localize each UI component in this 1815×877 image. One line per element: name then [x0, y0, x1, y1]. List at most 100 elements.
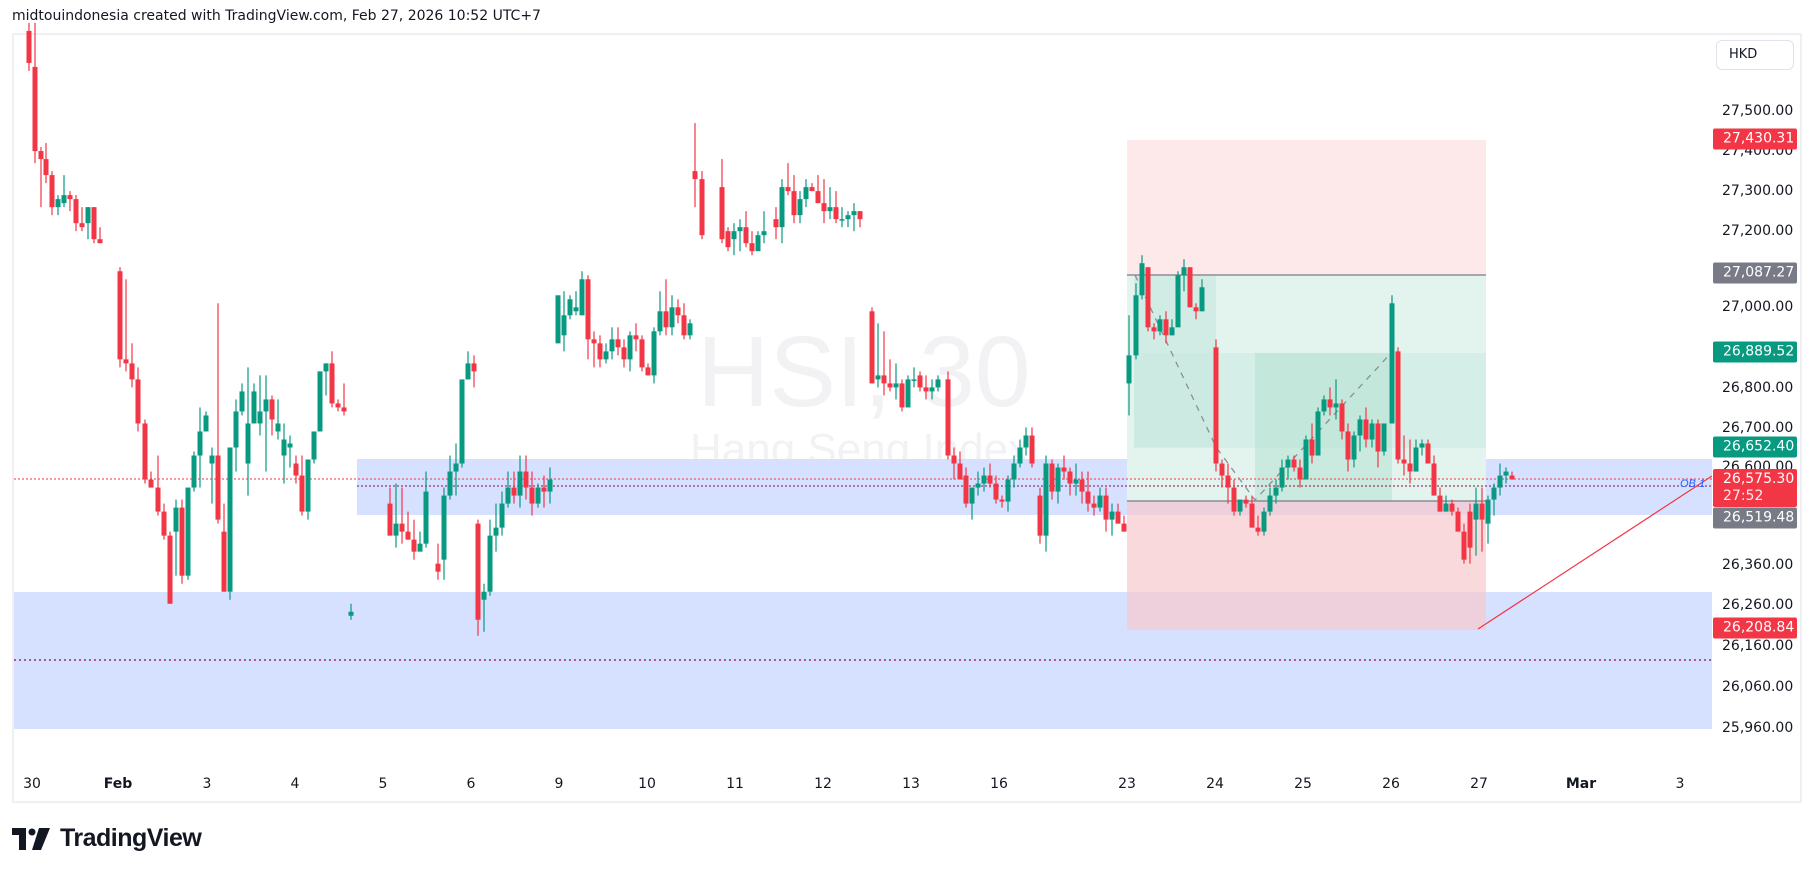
candle-body	[1169, 327, 1175, 336]
candle-body	[239, 391, 245, 412]
x-tick: 23	[1118, 776, 1136, 792]
x-tick: 3	[1675, 776, 1685, 792]
x-tick: 11	[726, 776, 744, 792]
candle-body	[1097, 495, 1103, 508]
candle-body	[1049, 463, 1055, 492]
x-tick: Mar	[1565, 776, 1597, 792]
candle-body	[1225, 475, 1231, 488]
candle-body	[1163, 319, 1169, 336]
candle-body	[1249, 503, 1255, 528]
candle-body	[651, 331, 657, 376]
risk-zone-bottom	[1127, 501, 1486, 630]
candle-body	[493, 527, 499, 536]
candle-body	[935, 379, 941, 388]
candle-body	[639, 339, 645, 368]
x-tick: 6	[466, 776, 476, 792]
candle-body	[335, 403, 341, 408]
candle-body	[517, 471, 523, 496]
entry-top-price-label: 27,087.27	[1713, 262, 1797, 284]
candle-body	[687, 323, 693, 336]
candle-body	[233, 411, 239, 448]
candle-body	[875, 375, 881, 380]
y-tick: 27,500.00	[1722, 103, 1794, 119]
candle-body	[148, 479, 154, 488]
candle-body	[67, 195, 73, 200]
candle-body	[459, 379, 465, 464]
candle-body	[603, 351, 609, 360]
candle-body	[815, 191, 821, 204]
tp2-price-label: 26,652.40	[1713, 436, 1797, 458]
last-price-value: 26,575.30	[1723, 471, 1795, 487]
y-tick: 26,800.00	[1722, 380, 1794, 396]
candle-body	[547, 479, 553, 492]
candle-body	[887, 383, 893, 388]
candle-body	[275, 423, 281, 432]
candle-body	[329, 363, 335, 404]
candle-body	[1357, 419, 1363, 436]
candles	[26, 22, 1515, 636]
candle-body	[597, 343, 603, 360]
candle-body	[26, 30, 32, 63]
candle-body	[511, 487, 517, 496]
candle-body	[1175, 275, 1181, 328]
candle-body	[1381, 423, 1387, 452]
candle-body	[293, 463, 299, 476]
candle-body	[1133, 295, 1139, 356]
candle-body	[609, 339, 615, 352]
candle-body	[1401, 459, 1407, 464]
candle-body	[945, 379, 951, 456]
x-tick: 3	[202, 776, 212, 792]
chart-credit: midtouindonesia created with TradingView…	[12, 8, 541, 24]
tradingview-logo[interactable]: TradingView	[12, 824, 202, 853]
candle-body	[281, 439, 287, 456]
candle-body	[1455, 511, 1461, 532]
candle-body	[1339, 403, 1345, 432]
x-tick: 13	[902, 776, 920, 792]
candle-body	[1285, 459, 1291, 468]
candle-body	[423, 491, 429, 544]
candle-body	[317, 371, 323, 432]
candle-body	[417, 543, 423, 552]
candle-body	[1073, 479, 1079, 484]
candle-body	[61, 195, 67, 204]
candle-body	[1091, 503, 1097, 508]
candle-body	[803, 187, 809, 200]
candle-body	[1509, 475, 1515, 480]
candle-body	[142, 423, 148, 480]
x-tick: 4	[290, 776, 300, 792]
candle-body	[529, 487, 535, 504]
candle-body	[1425, 443, 1431, 464]
candle-body	[1437, 495, 1443, 512]
candle-body	[963, 475, 969, 504]
candle-body	[541, 487, 547, 492]
candle-body	[591, 339, 597, 344]
candle-body	[1309, 439, 1315, 456]
tradingview-logo-text: TradingView	[60, 824, 202, 852]
tradingview-logo-icon	[12, 827, 50, 850]
candle-body	[79, 223, 85, 228]
candle-body	[779, 187, 785, 228]
currency-button[interactable]: HKD	[1716, 40, 1794, 70]
candle-body	[311, 431, 317, 460]
candle-body	[899, 383, 905, 408]
candle-body	[845, 215, 851, 220]
ob-zone	[357, 459, 1712, 515]
candle-body	[627, 335, 633, 360]
candle-body	[761, 231, 767, 236]
candle-body	[929, 387, 935, 392]
candle-body	[1005, 479, 1011, 502]
candle-body	[743, 227, 749, 244]
candle-body	[1231, 487, 1237, 512]
candle-body	[43, 159, 49, 176]
candle-body	[1199, 287, 1205, 312]
candle-body	[465, 363, 471, 380]
candle-body	[1363, 419, 1369, 440]
candle-body	[951, 455, 957, 464]
candle-body	[135, 379, 141, 424]
candle-body	[1297, 467, 1303, 480]
candle-body	[505, 487, 511, 504]
candle-body	[209, 455, 215, 464]
bar-countdown: 27:52	[1723, 488, 1764, 504]
candle-body	[38, 151, 44, 160]
